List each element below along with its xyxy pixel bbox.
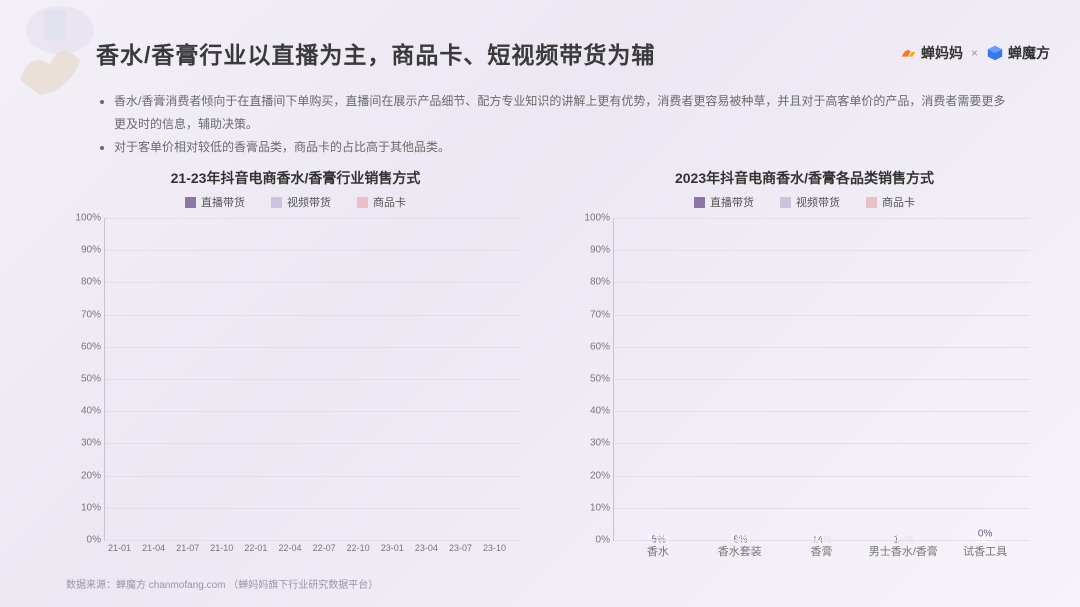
- gridline: [105, 443, 521, 444]
- y-tick-label: 100%: [67, 213, 101, 224]
- legend-card: 商品卡: [866, 194, 915, 210]
- y-tick-label: 50%: [576, 374, 610, 385]
- chart-right-area: 77%5%17%76%8%16%50%14%37%42%14%44%69%0%3…: [613, 218, 1030, 541]
- gridline: [105, 282, 521, 283]
- gridline: [614, 347, 1030, 348]
- x-tick: 23-07: [449, 543, 463, 553]
- chanmofang-icon: [986, 44, 1004, 62]
- summary-bullets: 香水/香膏消费者倾向于在直播间下单购买，直播间在展示产品细节、配方专业知识的讲解…: [96, 90, 1010, 158]
- y-tick-label: 90%: [576, 245, 610, 256]
- gridline: [614, 476, 1030, 477]
- swatch-card: [357, 197, 368, 208]
- y-tick-label: 20%: [67, 470, 101, 481]
- legend-video: 视频带货: [780, 194, 840, 210]
- gridline: [105, 347, 521, 348]
- x-tick: 男士香水/香膏: [862, 543, 944, 559]
- chart-right-legend: 直播带货 视频带货 商品卡: [575, 194, 1034, 210]
- chart-left: 21-23年抖音电商香水/香膏行业销售方式 直播带货 视频带货 商品卡 0%10…: [66, 168, 525, 561]
- y-tick-label: 80%: [576, 277, 610, 288]
- y-tick-label: 70%: [67, 309, 101, 320]
- x-tick: 香水套装: [699, 543, 781, 559]
- chart-left-area: 0%10%20%30%40%50%60%70%80%90%100%: [104, 218, 521, 541]
- gridline: [105, 218, 521, 219]
- gridline: [614, 508, 1030, 509]
- x-tick: 21-04: [142, 543, 156, 553]
- x-tick: 香水: [617, 543, 699, 559]
- x-tick: 23-01: [381, 543, 395, 553]
- swatch-live: [185, 197, 196, 208]
- y-tick-label: 50%: [67, 374, 101, 385]
- charts-row: 21-23年抖音电商香水/香膏行业销售方式 直播带货 视频带货 商品卡 0%10…: [66, 168, 1034, 561]
- chart-left-title: 21-23年抖音电商香水/香膏行业销售方式: [66, 168, 525, 188]
- chanmama-icon: [899, 44, 917, 62]
- swatch-video: [271, 197, 282, 208]
- y-tick-label: 10%: [576, 502, 610, 513]
- y-tick-label: 0%: [576, 535, 610, 546]
- gridline: [614, 443, 1030, 444]
- logo-separator: ×: [971, 46, 978, 60]
- swatch-live: [694, 197, 705, 208]
- data-source-footer: 数据来源：蝉魔方 chanmofang.com （蝉妈妈旗下行业研究数据平台）: [66, 576, 378, 591]
- chart-right-title: 2023年抖音电商香水/香膏各品类销售方式: [575, 168, 1034, 188]
- header: 香水/香膏行业以直播为主，商品卡、短视频带货为辅 蝉妈妈 × 蝉魔方: [96, 36, 1050, 70]
- chart-left-plot: 0%10%20%30%40%50%60%70%80%90%100% 21-012…: [66, 216, 525, 561]
- gridline: [105, 476, 521, 477]
- y-tick-label: 60%: [576, 341, 610, 352]
- x-tick: 22-04: [278, 543, 292, 553]
- bullet-1: 香水/香膏消费者倾向于在直播间下单购买，直播间在展示产品细节、配方专业知识的讲解…: [114, 90, 1010, 136]
- gridline: [105, 411, 521, 412]
- gridline: [105, 315, 521, 316]
- gridline: [105, 379, 521, 380]
- legend-live: 直播带货: [185, 194, 245, 210]
- x-tick: 23-04: [415, 543, 429, 553]
- y-tick-label: 0%: [67, 535, 101, 546]
- y-tick-label: 20%: [576, 470, 610, 481]
- swatch-card: [866, 197, 877, 208]
- gridline: [105, 508, 521, 509]
- x-tick: 21-07: [176, 543, 190, 553]
- legend-card: 商品卡: [357, 194, 406, 210]
- y-tick-label: 40%: [576, 406, 610, 417]
- x-tick: 香膏: [781, 543, 863, 559]
- chart-right-xaxis: 香水香水套装香膏男士香水/香膏试香工具: [613, 541, 1030, 561]
- x-tick: 试香工具: [944, 543, 1026, 559]
- chart-right-plot: 77%5%17%76%8%16%50%14%37%42%14%44%69%0%3…: [575, 216, 1034, 561]
- chart-left-xaxis: 21-01 21-04 21-07 21-10 22-01 22-04 22-07 22-10…: [104, 541, 521, 561]
- gridline: [105, 250, 521, 251]
- x-tick: 22-07: [313, 543, 327, 553]
- page-title: 香水/香膏行业以直播为主，商品卡、短视频带货为辅: [96, 36, 655, 70]
- brand-logos: 蝉妈妈 × 蝉魔方: [899, 43, 1050, 63]
- x-tick: 22-01: [244, 543, 258, 553]
- gridline: [614, 218, 1030, 219]
- y-tick-label: 80%: [67, 277, 101, 288]
- y-tick-label: 90%: [67, 245, 101, 256]
- y-tick-label: 40%: [67, 406, 101, 417]
- y-tick-label: 60%: [67, 341, 101, 352]
- y-tick-label: 30%: [576, 438, 610, 449]
- gridline: [614, 315, 1030, 316]
- y-tick-label: 70%: [576, 309, 610, 320]
- x-tick: 21-01: [108, 543, 122, 553]
- chart-left-legend: 直播带货 视频带货 商品卡: [66, 194, 525, 210]
- x-tick: 22-10: [347, 543, 361, 553]
- y-tick-label: 10%: [67, 502, 101, 513]
- gridline: [614, 282, 1030, 283]
- gridline: [614, 250, 1030, 251]
- swatch-video: [780, 197, 791, 208]
- x-tick: 21-10: [210, 543, 224, 553]
- x-tick: 23-10: [483, 543, 497, 553]
- y-tick-label: 100%: [576, 213, 610, 224]
- legend-live: 直播带货: [694, 194, 754, 210]
- y-tick-label: 30%: [67, 438, 101, 449]
- legend-video: 视频带货: [271, 194, 331, 210]
- bullet-2: 对于客单价相对较低的香膏品类，商品卡的占比高于其他品类。: [114, 136, 1010, 159]
- gridline: [614, 379, 1030, 380]
- logo-chanmama: 蝉妈妈: [899, 43, 963, 63]
- logo-chanmofang: 蝉魔方: [986, 43, 1050, 63]
- chart-right: 2023年抖音电商香水/香膏各品类销售方式 直播带货 视频带货 商品卡 77%5…: [575, 168, 1034, 561]
- gridline: [614, 411, 1030, 412]
